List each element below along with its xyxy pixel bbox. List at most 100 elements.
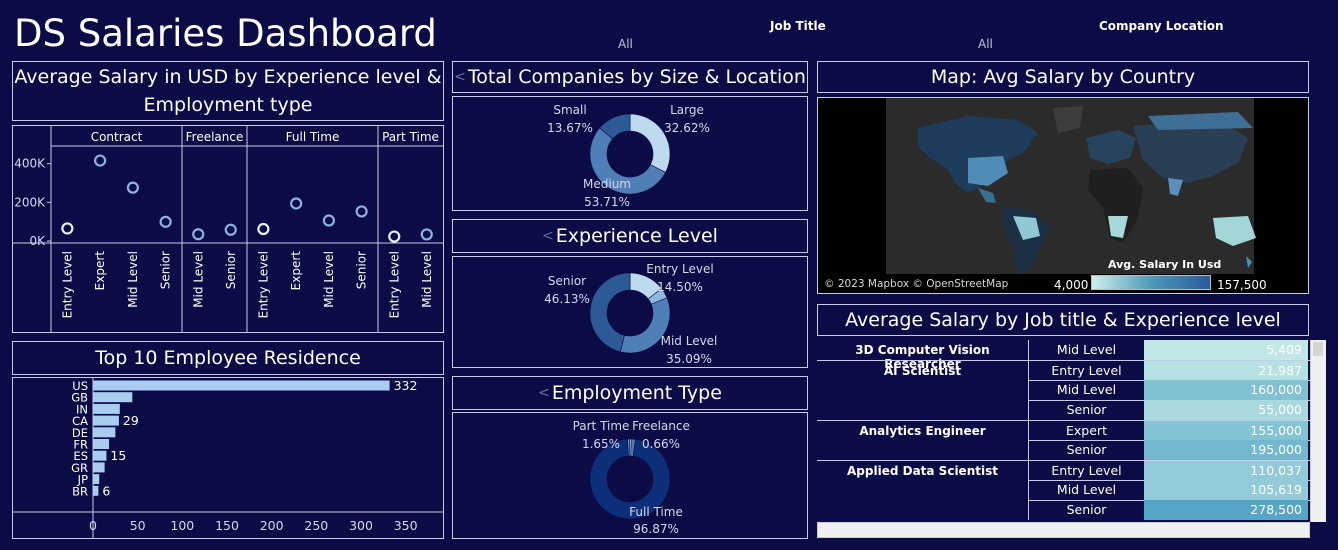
bar-category-label: JP <box>77 473 88 487</box>
jobtitle-panel-title: Average Salary by Job title & Experience… <box>817 304 1309 336</box>
map-attribution[interactable]: © 2023 Mapbox © OpenStreetMap <box>824 278 1009 290</box>
salary-value-cell: 155,000 <box>1144 421 1308 441</box>
salary-value-cell: 195,000 <box>1144 440 1308 460</box>
scatter-point <box>420 228 433 241</box>
bar-value-label: 6 <box>102 483 110 498</box>
donut-hole <box>607 456 653 502</box>
table-scrollbar[interactable] <box>1310 340 1326 522</box>
table-scrollbar-thumb[interactable] <box>1313 342 1323 356</box>
table-row[interactable]: Analytics Engineer Expert 155,000 <box>817 420 1310 441</box>
y-tick-label: 400K <box>14 157 46 171</box>
map-view[interactable]: © 2023 Mapbox © OpenStreetMap Avg. Salar… <box>817 97 1309 294</box>
x-tick-label: Entry Level <box>387 251 401 318</box>
x-tick-label: 200 <box>260 518 284 533</box>
table-horizontal-scrollbar[interactable] <box>817 522 1310 538</box>
scatter-point <box>355 205 368 218</box>
donut-hole <box>607 290 653 336</box>
bar <box>93 427 116 438</box>
slice-name-label: Large <box>670 103 704 117</box>
x-tick-label: 0 <box>89 518 97 533</box>
bar-category-label: FR <box>73 438 88 452</box>
x-tick-label: 100 <box>170 518 194 533</box>
salary-value-cell: 5,409 <box>1144 340 1308 360</box>
europe-shape <box>1086 130 1136 164</box>
x-tick-label: Senior <box>224 251 238 289</box>
slice-name-label: Medium <box>583 177 631 191</box>
table-row[interactable]: Senior 55,000 <box>817 400 1310 420</box>
filter-job-title-value[interactable]: All <box>618 37 633 51</box>
donut-hole <box>607 131 653 177</box>
scatter-point <box>126 181 139 194</box>
x-tick-label: 150 <box>215 518 239 533</box>
employment-chart-panel: Part Time 1.65% Freelance 0.66% Full Time 96.… <box>452 412 808 539</box>
table-row[interactable]: Applied Data Scientist Entry Level 110,037 <box>817 460 1310 481</box>
slice-name-label: Mid Level <box>661 334 718 348</box>
size-chart-panel: Small 13.67% Large 32.62% Medium 53.71% <box>452 96 808 211</box>
bar-value-label: 332 <box>394 378 418 393</box>
bar-category-label: BR <box>72 484 88 498</box>
scatter-point <box>159 215 172 228</box>
slice-name-label: Part Time <box>573 419 630 433</box>
table-row[interactable]: AI Scientist Entry Level 21,987 <box>817 360 1310 381</box>
map-panel-title-text: Map: Avg Salary by Country <box>930 66 1196 88</box>
africa-shape <box>1088 168 1143 243</box>
experience-chart-panel: Entry Level 14.50% Senior 46.13% Mid Level 35… <box>452 256 808 368</box>
bar <box>93 392 133 403</box>
experience-cell: Mid Level <box>1028 480 1144 500</box>
bar-category-label: IN <box>76 402 88 416</box>
slice-value-label: 96.87% <box>633 522 679 536</box>
experience-panel-title-text: Experience Level <box>555 225 718 247</box>
job-title-cell: Applied Data Scientist <box>847 464 998 478</box>
job-title-cell: AI Scientist <box>883 364 962 378</box>
job-title-cell: Analytics Engineer <box>859 424 986 438</box>
world-map[interactable] <box>818 98 1308 293</box>
x-tick-label: Mid Level <box>420 251 434 308</box>
employment-panel-title: < Employment Type <box>452 376 808 410</box>
size-donut-chart: Small 13.67% Large 32.62% Medium 53.71% <box>547 103 710 209</box>
scatter-chart-panel: 400K 200K 0K Contract Entry Level Expert Mid L… <box>12 125 444 333</box>
bar-category-label: ES <box>73 449 88 463</box>
y-tick-label: 0K <box>29 234 46 248</box>
bar <box>93 439 110 449</box>
greenland-shape <box>1053 106 1083 133</box>
residence-chart-panel: US 332 GB IN CA 29 DE FR ES 15 GR JP BR 6 0 50 100 150 200… <box>12 377 444 539</box>
filter-job-title-label: Job Title <box>770 19 826 33</box>
slice-name-label: Small <box>553 103 586 117</box>
brazil-shape <box>1013 216 1040 240</box>
table-row[interactable]: 3D Computer Vision Researcher Mid Level 5,… <box>817 340 1310 371</box>
x-tick-label: Mid Level <box>191 251 205 308</box>
table-row[interactable]: Mid Level 160,000 <box>817 380 1310 400</box>
employment-donut-chart: Part Time 1.65% Freelance 0.66% Full Time 96.… <box>573 419 690 536</box>
table-row[interactable]: Senior 278,500 <box>817 500 1310 520</box>
usa-shape <box>968 156 1008 186</box>
experience-cell: Entry Level <box>1028 461 1144 481</box>
india-shape <box>1168 178 1183 196</box>
table-row[interactable]: Mid Level 105,619 <box>817 480 1310 500</box>
salary-value-cell: 21,987 <box>1144 361 1308 381</box>
back-icon[interactable]: < <box>542 228 554 244</box>
back-icon[interactable]: < <box>454 69 466 85</box>
slice-value-label: 0.66% <box>642 437 680 451</box>
filter-company-location-value[interactable]: All <box>978 37 993 51</box>
map-legend-min: 4,000 <box>1054 278 1089 292</box>
y-tick-label: 200K <box>14 195 46 209</box>
experience-cell: Expert <box>1028 421 1144 441</box>
experience-donut-chart: Entry Level 14.50% Senior 46.13% Mid Level 35… <box>544 262 718 366</box>
north-america-shape <box>918 116 1038 193</box>
experience-cell: Senior <box>1028 400 1144 420</box>
x-tick-label: 250 <box>304 518 328 533</box>
x-tick-label: Senior <box>159 251 173 289</box>
group-header-label: Part Time <box>382 130 439 144</box>
jobtitle-table: 3D Computer Vision Researcher Mid Level 5,… <box>817 340 1326 522</box>
group-header-label: Full Time <box>286 130 340 144</box>
back-icon[interactable]: < <box>538 385 550 401</box>
bar <box>93 450 107 461</box>
filter-company-location-label: Company Location <box>1099 19 1224 33</box>
x-tick-label: Mid Level <box>322 251 336 308</box>
slice-value-label: 35.09% <box>666 352 712 366</box>
table-row[interactable]: Senior 195,000 <box>817 440 1310 460</box>
slice-name-label: Entry Level <box>646 262 713 276</box>
scatter-point <box>94 154 107 167</box>
bar-category-label: DE <box>72 426 88 440</box>
